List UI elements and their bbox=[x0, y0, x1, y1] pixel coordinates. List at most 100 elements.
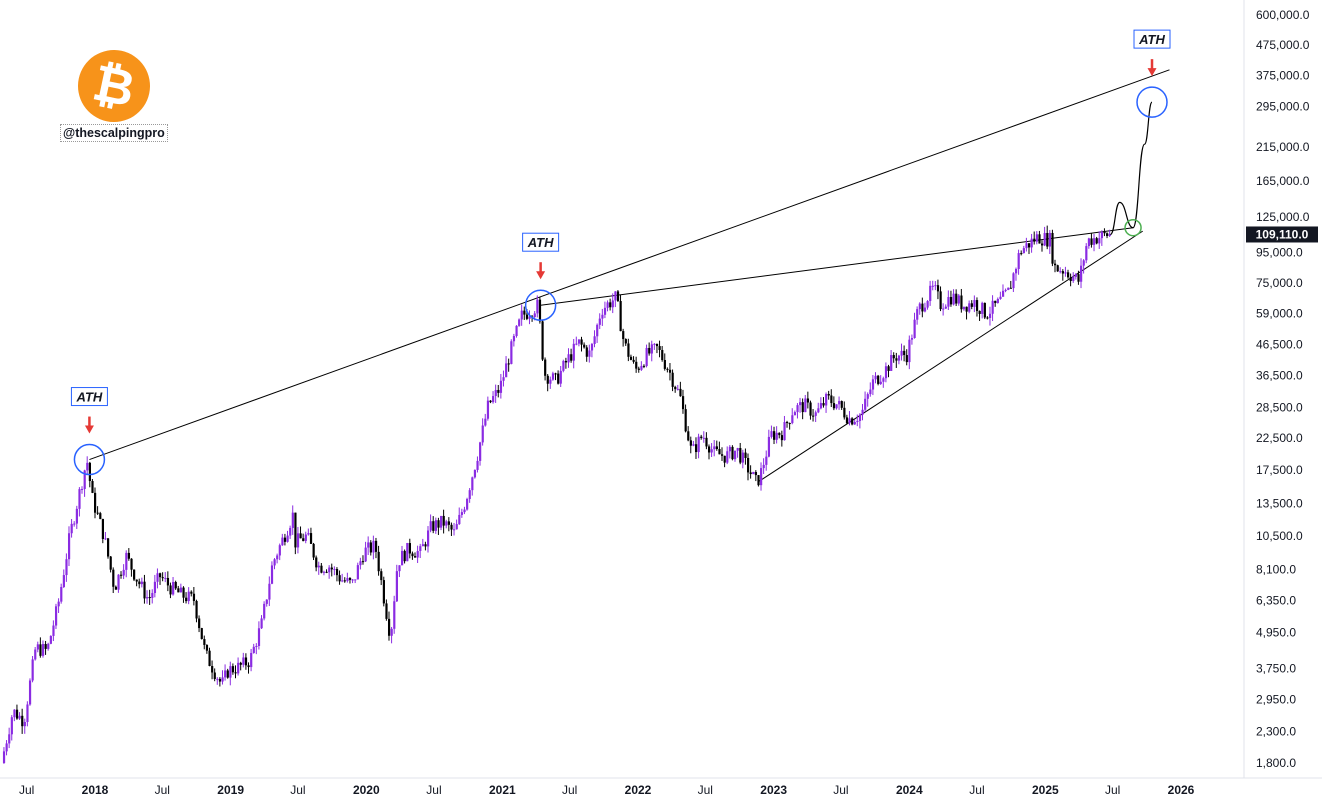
candle-body bbox=[806, 398, 810, 403]
price-axis[interactable]: 600,000.0 475,000.0 375,000.0 295,000.0 215,… bbox=[1246, 8, 1318, 770]
candle-body bbox=[198, 618, 201, 629]
candle-body bbox=[583, 344, 586, 348]
candle-body bbox=[679, 388, 682, 397]
candle-body bbox=[528, 316, 531, 319]
candle-body bbox=[309, 533, 313, 544]
candle-body bbox=[442, 515, 445, 526]
candle-body bbox=[195, 600, 198, 619]
candle-body bbox=[1085, 246, 1088, 261]
candle-body bbox=[572, 343, 575, 361]
candle-body bbox=[525, 314, 529, 319]
candle-body bbox=[278, 545, 281, 556]
candle-body bbox=[31, 659, 34, 681]
candle-body bbox=[286, 535, 289, 542]
candle-body bbox=[661, 349, 664, 360]
candle-body bbox=[871, 379, 875, 390]
candle-body bbox=[908, 339, 911, 363]
price-tick-label: 600,000.0 bbox=[1256, 8, 1310, 22]
price-tick-label: 46,500.0 bbox=[1256, 337, 1303, 351]
candle-body bbox=[518, 319, 521, 326]
candle-body bbox=[460, 512, 464, 515]
candle-body bbox=[923, 307, 927, 312]
candle-body bbox=[541, 321, 544, 360]
candle-body bbox=[1080, 265, 1083, 282]
candle-body bbox=[296, 533, 300, 548]
candle-body bbox=[588, 350, 591, 357]
candle-body bbox=[551, 373, 555, 380]
candle-body bbox=[239, 662, 242, 665]
candle-body bbox=[255, 645, 258, 647]
candle-body bbox=[26, 704, 29, 723]
candle-body bbox=[263, 603, 266, 619]
candle-body bbox=[359, 561, 362, 566]
candle-body bbox=[270, 565, 274, 584]
time-axis[interactable]: Jul 2018 Jul 2019 Jul 2020 Jul 2021 Jul 2022 Jul 20… bbox=[19, 783, 1195, 797]
candle-body bbox=[335, 569, 339, 576]
candle-body bbox=[668, 369, 672, 373]
time-tick-label: 2020 bbox=[353, 783, 380, 797]
candle-body bbox=[830, 395, 833, 404]
candle-body bbox=[226, 670, 229, 678]
candle-body bbox=[1001, 290, 1005, 297]
time-tick-label: 2025 bbox=[1032, 783, 1059, 797]
last-price-label: 109,110.0 bbox=[1256, 227, 1309, 241]
ath-label-box bbox=[70, 387, 108, 407]
candle-body bbox=[710, 449, 713, 453]
price-axis-bg[interactable] bbox=[1244, 0, 1322, 778]
candle-body bbox=[981, 302, 984, 314]
candle-body bbox=[354, 579, 357, 581]
candle-body bbox=[968, 303, 971, 312]
candle-body bbox=[1090, 238, 1093, 245]
candle-body bbox=[1048, 232, 1052, 247]
candle-body bbox=[726, 451, 729, 463]
candle-body bbox=[237, 662, 240, 674]
candle-body bbox=[632, 359, 635, 362]
candle-body bbox=[125, 552, 128, 570]
price-tick-label: 2,300.0 bbox=[1256, 724, 1296, 738]
candle-body bbox=[598, 318, 601, 325]
candle-body bbox=[1027, 243, 1031, 248]
candle-body bbox=[343, 580, 346, 582]
projection-path bbox=[1109, 101, 1153, 236]
time-tick-label: Jul bbox=[698, 783, 713, 797]
candle-body bbox=[983, 302, 986, 318]
candle-body bbox=[741, 452, 745, 463]
candle-body bbox=[814, 412, 817, 416]
candle-body bbox=[767, 436, 771, 457]
candle-body bbox=[369, 542, 372, 553]
price-tick-label: 8,100.0 bbox=[1256, 562, 1296, 576]
candle-body bbox=[54, 606, 58, 626]
candle-body bbox=[747, 457, 750, 473]
candle-body bbox=[905, 355, 908, 363]
candle-body bbox=[947, 296, 950, 307]
candle-body bbox=[689, 440, 692, 446]
candle-body bbox=[341, 580, 344, 582]
candle-body bbox=[799, 402, 802, 406]
candle-body bbox=[590, 343, 594, 351]
candle-body bbox=[419, 546, 422, 552]
candle-body bbox=[78, 489, 81, 509]
candle-body bbox=[135, 579, 138, 582]
candle-body bbox=[455, 524, 458, 530]
candle-body bbox=[1077, 274, 1080, 282]
candle-body bbox=[325, 571, 328, 573]
candle-body bbox=[546, 375, 549, 384]
candle-body bbox=[570, 354, 573, 361]
candle-body bbox=[895, 358, 898, 361]
candle-body bbox=[603, 307, 607, 315]
candle-body bbox=[393, 601, 396, 629]
candle-body bbox=[101, 518, 105, 539]
candle-body bbox=[1020, 253, 1023, 255]
candle-body bbox=[973, 300, 976, 307]
candle-body bbox=[596, 324, 599, 337]
ath-circle bbox=[73, 443, 106, 476]
candle-body bbox=[671, 372, 674, 387]
candle-body bbox=[822, 403, 825, 406]
candle-body bbox=[18, 715, 21, 719]
candle-body bbox=[83, 470, 86, 489]
candle-body bbox=[348, 577, 352, 580]
candle-body bbox=[338, 575, 341, 582]
candle-body bbox=[848, 418, 851, 424]
candle-body bbox=[942, 308, 945, 310]
